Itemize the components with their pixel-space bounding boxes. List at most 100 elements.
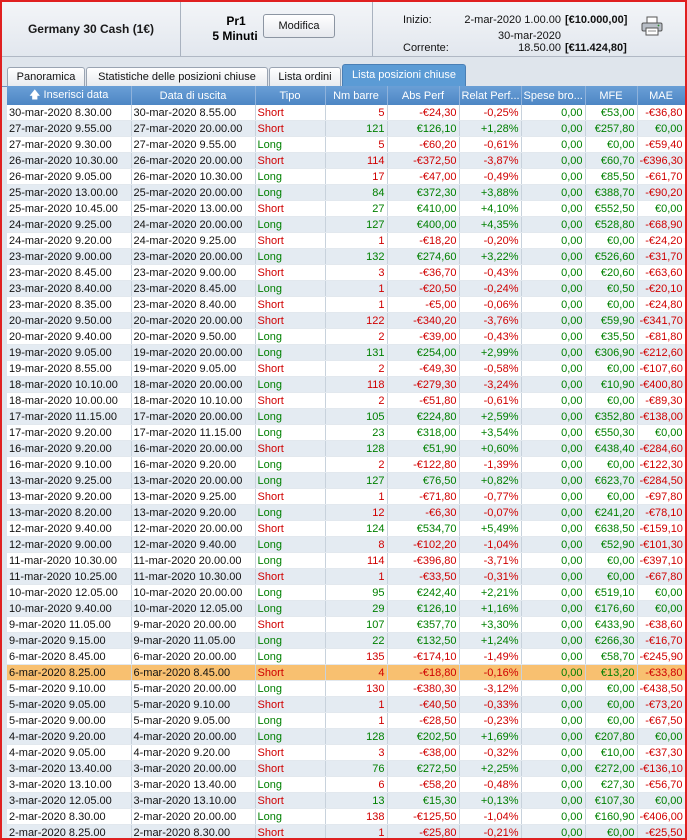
col-type[interactable]: Tipo bbox=[255, 86, 326, 105]
table-row[interactable]: 20-mar-2020 9.40.00 20-mar-2020 9.50.00 Lo… bbox=[7, 328, 685, 345]
table-row[interactable]: 5-mar-2020 9.05.00 5-mar-2020 9.10.00 Shor… bbox=[7, 696, 685, 713]
cell-exit-date: 11-mar-2020 10.30.00 bbox=[131, 568, 256, 585]
cell-mfe: €0,00 bbox=[585, 552, 638, 569]
cell-exit-date: 19-mar-2020 20.00.00 bbox=[131, 344, 256, 361]
table-row[interactable]: 23-mar-2020 8.35.00 23-mar-2020 8.40.00 Sh… bbox=[7, 296, 685, 313]
table-row[interactable]: 6-mar-2020 8.25.00 6-mar-2020 8.45.00 Shor… bbox=[7, 664, 685, 681]
cell-mfe: €438,40 bbox=[585, 440, 638, 457]
table-row[interactable]: 11-mar-2020 10.30.00 11-mar-2020 20.00.00… bbox=[7, 552, 685, 569]
table-row[interactable]: 10-mar-2020 9.40.00 10-mar-2020 12.05.00 L… bbox=[7, 600, 685, 617]
table-row[interactable]: 5-mar-2020 9.00.00 5-mar-2020 9.05.00 Long… bbox=[7, 712, 685, 729]
table-row[interactable]: 26-mar-2020 10.30.00 26-mar-2020 20.00.00… bbox=[7, 152, 685, 169]
cell-mae: -€68,90 bbox=[637, 216, 685, 233]
table-row[interactable]: 30-mar-2020 8.30.00 30-mar-2020 8.55.00 Sh… bbox=[7, 105, 685, 121]
table-row[interactable]: 23-mar-2020 8.40.00 23-mar-2020 8.45.00 Lo… bbox=[7, 280, 685, 297]
table-row[interactable]: 26-mar-2020 9.05.00 26-mar-2020 10.30.00 L… bbox=[7, 168, 685, 185]
table-row[interactable]: 3-mar-2020 12.05.00 3-mar-2020 13.10.00 Sh… bbox=[7, 792, 685, 809]
cell-abs-perf: €400,00 bbox=[387, 216, 460, 233]
table-row[interactable]: 24-mar-2020 9.25.00 24-mar-2020 20.00.00 L… bbox=[7, 216, 685, 233]
table-row[interactable]: 19-mar-2020 8.55.00 19-mar-2020 9.05.00 Sh… bbox=[7, 360, 685, 377]
table-row[interactable]: 13-mar-2020 8.20.00 13-mar-2020 9.20.00 Lo… bbox=[7, 504, 685, 521]
cell-entry-date: 11-mar-2020 10.30.00 bbox=[7, 552, 132, 569]
col-num-bars[interactable]: Nm barre bbox=[325, 86, 388, 105]
table-row[interactable]: 13-mar-2020 9.20.00 13-mar-2020 9.25.00 Sh… bbox=[7, 488, 685, 505]
table-row[interactable]: 2-mar-2020 8.30.00 2-mar-2020 20.00.00 Lon… bbox=[7, 808, 685, 825]
cell-num-bars: 17 bbox=[325, 168, 388, 185]
cell-mfe: €0,00 bbox=[585, 712, 638, 729]
balance-info: Inizio: 2-mar-2020 1.00.00 [€10.000,00] Co… bbox=[373, 2, 685, 56]
printer-icon[interactable] bbox=[641, 16, 663, 36]
table-row[interactable]: 3-mar-2020 13.40.00 3-mar-2020 20.00.00 Sh… bbox=[7, 760, 685, 777]
cell-abs-perf: €372,30 bbox=[387, 184, 460, 201]
cell-exit-date: 6-mar-2020 20.00.00 bbox=[131, 648, 256, 665]
col-brokerage-fees[interactable]: Spese bro... bbox=[521, 86, 586, 105]
table-row[interactable]: 27-mar-2020 9.55.00 27-mar-2020 20.00.00 S… bbox=[7, 120, 685, 137]
cell-exit-date: 13-mar-2020 20.00.00 bbox=[131, 472, 256, 489]
table-row[interactable]: 27-mar-2020 9.30.00 27-mar-2020 9.55.00 Lo… bbox=[7, 136, 685, 153]
table-row[interactable]: 19-mar-2020 9.05.00 19-mar-2020 20.00.00 L… bbox=[7, 344, 685, 361]
table-row[interactable]: 13-mar-2020 9.25.00 13-mar-2020 20.00.00 L… bbox=[7, 472, 685, 489]
cell-relat-perf: -3,76% bbox=[459, 312, 522, 329]
cell-relat-perf: +1,69% bbox=[459, 728, 522, 745]
col-relat-perf[interactable]: Relat Perf... bbox=[459, 86, 522, 105]
table-row[interactable]: 17-mar-2020 9.20.00 17-mar-2020 11.15.00 L… bbox=[7, 424, 685, 441]
tab-overview[interactable]: Panoramica bbox=[7, 67, 85, 86]
cell-exit-date: 23-mar-2020 8.40.00 bbox=[131, 296, 256, 313]
cell-type: Long bbox=[255, 184, 326, 201]
cell-exit-date: 30-mar-2020 8.55.00 bbox=[131, 105, 256, 121]
cell-mfe: €257,80 bbox=[585, 120, 638, 137]
cell-fees: 0,00 bbox=[521, 584, 586, 601]
table-row[interactable]: 10-mar-2020 12.05.00 10-mar-2020 20.00.00… bbox=[7, 584, 685, 601]
col-mfe[interactable]: MFE bbox=[585, 86, 638, 105]
table-row[interactable]: 11-mar-2020 10.25.00 11-mar-2020 10.30.00… bbox=[7, 568, 685, 585]
closed-positions-table: 🡅 Inserisci data Data di uscita Tipo Nm … bbox=[7, 86, 685, 838]
cell-abs-perf: -€47,00 bbox=[387, 168, 460, 185]
table-row[interactable]: 25-mar-2020 13.00.00 25-mar-2020 20.00.00… bbox=[7, 184, 685, 201]
table-row[interactable]: 18-mar-2020 10.10.00 18-mar-2020 20.00.00… bbox=[7, 376, 685, 393]
cell-num-bars: 135 bbox=[325, 648, 388, 665]
table-row[interactable]: 23-mar-2020 9.00.00 23-mar-2020 20.00.00 L… bbox=[7, 248, 685, 265]
table-row[interactable]: 12-mar-2020 9.00.00 12-mar-2020 9.40.00 Lo… bbox=[7, 536, 685, 553]
table-row[interactable]: 17-mar-2020 11.15.00 17-mar-2020 20.00.00… bbox=[7, 408, 685, 425]
table-row[interactable]: 25-mar-2020 10.45.00 25-mar-2020 13.00.00… bbox=[7, 200, 685, 217]
col-entry-date[interactable]: 🡅 Inserisci data bbox=[7, 86, 132, 105]
cell-fees: 0,00 bbox=[521, 216, 586, 233]
table-row[interactable]: 16-mar-2020 9.20.00 16-mar-2020 20.00.00 S… bbox=[7, 440, 685, 457]
cell-exit-date: 10-mar-2020 12.05.00 bbox=[131, 600, 256, 617]
table-row[interactable]: 6-mar-2020 8.45.00 6-mar-2020 20.00.00 Lon… bbox=[7, 648, 685, 665]
cell-mae: -€396,30 bbox=[637, 152, 685, 169]
cell-abs-perf: €126,10 bbox=[387, 600, 460, 617]
cell-entry-date: 25-mar-2020 13.00.00 bbox=[7, 184, 132, 201]
cell-mfe: €0,00 bbox=[585, 296, 638, 313]
table-row[interactable]: 24-mar-2020 9.20.00 24-mar-2020 9.25.00 Sh… bbox=[7, 232, 685, 249]
tab-order-list[interactable]: Lista ordini bbox=[269, 67, 341, 86]
cell-fees: 0,00 bbox=[521, 136, 586, 153]
start-value: [€10.000,00] bbox=[565, 14, 628, 26]
col-exit-date[interactable]: Data di uscita bbox=[131, 86, 256, 105]
tab-closed-positions-list[interactable]: Lista posizioni chiuse bbox=[342, 64, 466, 86]
cell-fees: 0,00 bbox=[521, 328, 586, 345]
table-row[interactable]: 16-mar-2020 9.10.00 16-mar-2020 9.20.00 Lo… bbox=[7, 456, 685, 473]
tab-closed-position-stats[interactable]: Statistiche delle posizioni chiuse bbox=[86, 67, 268, 86]
table-row[interactable]: 20-mar-2020 9.50.00 20-mar-2020 20.00.00 S… bbox=[7, 312, 685, 329]
modify-button[interactable]: Modifica bbox=[263, 14, 335, 38]
cell-abs-perf: -€102,20 bbox=[387, 536, 460, 553]
table-row[interactable]: 3-mar-2020 13.10.00 3-mar-2020 13.40.00 Lo… bbox=[7, 776, 685, 793]
cell-num-bars: 1 bbox=[325, 296, 388, 313]
table-row[interactable]: 23-mar-2020 8.45.00 23-mar-2020 9.00.00 Sh… bbox=[7, 264, 685, 281]
cell-relat-perf: -3,12% bbox=[459, 680, 522, 697]
table-row[interactable]: 4-mar-2020 9.20.00 4-mar-2020 20.00.00 Lon… bbox=[7, 728, 685, 745]
table-row[interactable]: 4-mar-2020 9.05.00 4-mar-2020 9.20.00 Shor… bbox=[7, 744, 685, 761]
cell-relat-perf: -0,24% bbox=[459, 280, 522, 297]
table-row[interactable]: 18-mar-2020 10.00.00 18-mar-2020 10.10.00… bbox=[7, 392, 685, 409]
table-row[interactable]: 2-mar-2020 8.25.00 2-mar-2020 8.30.00 Shor… bbox=[7, 824, 685, 838]
cell-mae: -€61,70 bbox=[637, 168, 685, 185]
table-row[interactable]: 12-mar-2020 9.40.00 12-mar-2020 20.00.00 S… bbox=[7, 520, 685, 537]
col-mae[interactable]: MAE bbox=[637, 86, 685, 105]
col-abs-perf[interactable]: Abs Perf bbox=[387, 86, 460, 105]
table-row[interactable]: 9-mar-2020 9.15.00 9-mar-2020 11.05.00 Lon… bbox=[7, 632, 685, 649]
cell-num-bars: 1 bbox=[325, 568, 388, 585]
table-row[interactable]: 5-mar-2020 9.10.00 5-mar-2020 20.00.00 Lon… bbox=[7, 680, 685, 697]
table-row[interactable]: 9-mar-2020 11.05.00 9-mar-2020 20.00.00 Sh… bbox=[7, 616, 685, 633]
cell-mae: -€37,30 bbox=[637, 744, 685, 761]
